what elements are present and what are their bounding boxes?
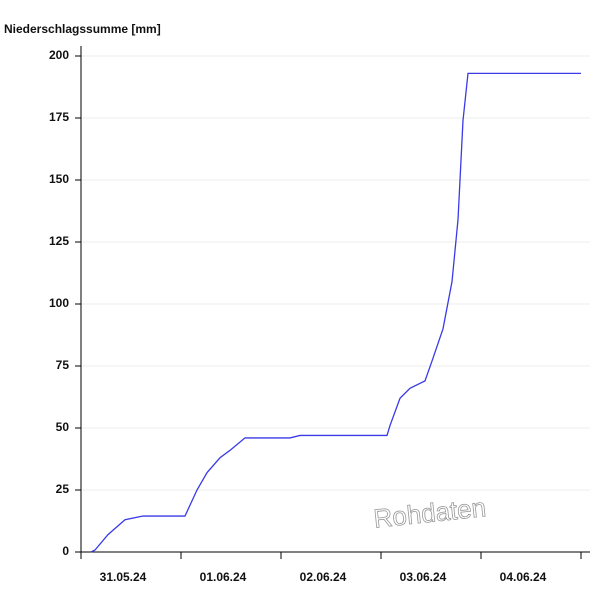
y-tick-label: 25: [56, 482, 70, 496]
line: [90, 72, 581, 553]
y-tick-label: 125: [49, 234, 69, 248]
y-tick-label: 150: [49, 172, 69, 186]
x-tick-label: 04.06.24: [500, 570, 547, 584]
watermark: Rohdaten: [372, 492, 487, 534]
y-tick-label: 0: [62, 544, 69, 558]
y-tick-label: 100: [49, 296, 69, 310]
y-tick-label: 50: [56, 420, 70, 434]
y-tick-label: 200: [49, 48, 69, 62]
y-tick-label: 175: [49, 110, 69, 124]
x-tick-label: 01.06.24: [200, 570, 247, 584]
x-tick-label: 31.05.24: [100, 570, 147, 584]
y-tick-label: 75: [56, 358, 70, 372]
x-tick-label: 03.06.24: [400, 570, 447, 584]
chart-title: Niederschlagssumme [mm]: [4, 22, 161, 36]
x-tick-label: 02.06.24: [300, 570, 347, 584]
